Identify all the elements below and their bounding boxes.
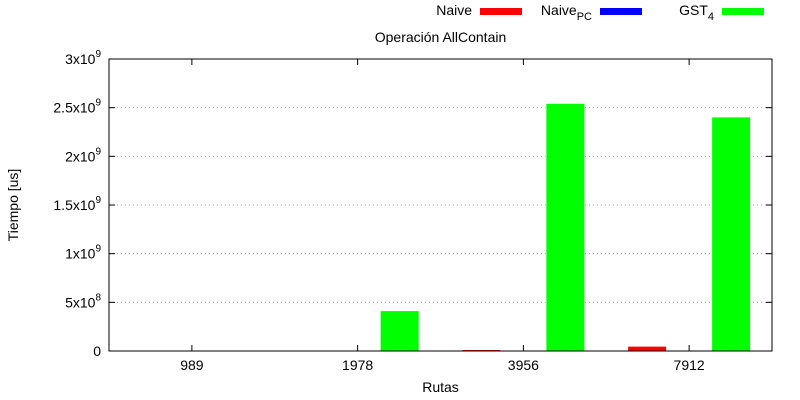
legend-label-text: Naive (541, 2, 577, 18)
y-tick-exponent: 9 (95, 98, 101, 109)
x-tick-label: 989 (180, 357, 204, 373)
legend-label: NaivePC (541, 2, 592, 23)
y-tick-mantissa: 3x10 (65, 51, 96, 67)
y-tick-mantissa: 2.5x10 (53, 100, 95, 116)
y-tick-mantissa: 1.5x10 (53, 197, 95, 213)
x-tick-label: 3956 (508, 357, 539, 373)
y-tick-label: 2.5x109 (53, 98, 101, 116)
chart-title: Operación AllContain (375, 29, 507, 45)
grid-lines (109, 107, 772, 303)
legend-label: GST4 (679, 2, 714, 23)
y-tick-label: 1x109 (65, 244, 101, 262)
legend-label-subscript: PC (577, 11, 592, 23)
y-tick-mantissa: 2x10 (65, 148, 96, 164)
y-tick-label: 0 (93, 343, 101, 359)
legend-label-text: Naive (436, 2, 472, 18)
y-tick-exponent: 9 (95, 195, 101, 206)
x-tick-label: 1978 (342, 357, 373, 373)
legend: Naive NaivePC GST4 (436, 2, 764, 23)
legend-swatch (722, 8, 764, 15)
legend-item: NaivePC (541, 2, 642, 23)
y-tick-exponent: 8 (95, 292, 101, 303)
y-tick-label: 2x109 (65, 146, 101, 164)
legend-label-subscript: 4 (708, 11, 714, 23)
bar (712, 117, 751, 352)
bar (380, 311, 419, 351)
legend-item: Naive (436, 2, 522, 18)
y-tick-label: 1.5x109 (53, 195, 101, 213)
y-tick-label: 5x108 (65, 292, 101, 310)
y-axis-title: Tiempo [us] (5, 169, 21, 242)
bar (546, 103, 585, 351)
plot-frame (108, 58, 773, 352)
bar (628, 346, 667, 351)
bars (380, 103, 751, 352)
y-tick-label: 3x109 (65, 49, 101, 67)
legend-swatch (480, 8, 522, 15)
y-tick-mantissa: 5x10 (65, 294, 96, 310)
legend-label: Naive (436, 2, 472, 18)
legend-item: GST4 (679, 2, 764, 23)
x-axis-title: Rutas (422, 379, 459, 395)
y-tick-mantissa: 1x10 (65, 246, 96, 262)
y-tick-exponent: 9 (95, 146, 101, 157)
legend-label-text: GST (679, 2, 708, 18)
y-tick-mantissa: 0 (93, 343, 101, 359)
legend-swatch (600, 8, 642, 15)
y-tick-exponent: 9 (95, 49, 101, 60)
y-tick-exponent: 9 (95, 244, 101, 255)
x-tick-label: 7912 (674, 357, 705, 373)
